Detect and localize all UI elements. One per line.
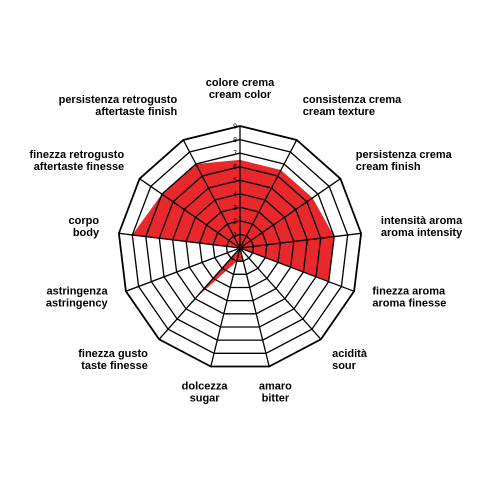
tick-label: 3 [233,205,237,212]
tick-labels: 1 2 3 4 5 6 7 8 9 [233,124,237,239]
spoke [239,139,298,249]
grid-ring [198,206,282,289]
spoke [118,232,241,249]
axis-label-it: intensità aroma [381,215,463,227]
axis-label-en: taste finesse [81,360,148,372]
axis-label-it: corpo [69,215,100,227]
axis-label: corpo body [69,215,100,239]
spoke [182,139,241,249]
axis-label-en: aftertaste finesse [34,161,125,173]
spoke [239,232,362,249]
spokes [118,126,362,367]
axis-label: colore crema cream color [206,77,275,101]
axis-label-en: sugar [190,393,221,405]
spoke [239,247,322,340]
axis-label-it: colore crema [206,77,275,89]
axis-label-en: aftertaste finish [95,106,177,118]
axis-label-en: bitter [262,393,290,405]
tick-label: 8 [233,137,237,144]
axis-labels: colore crema cream color consistenza crema… [29,77,463,405]
spoke [125,247,241,292]
axis-label-en: aroma intensity [381,227,463,239]
axis-label: consistenza crema cream texture [303,94,402,118]
tick-label: 6 [233,164,237,171]
axis-label: finezza gusto taste finesse [78,348,148,372]
axis-label: amaro bitter [259,381,292,405]
spoke [239,178,341,249]
axis-label-en: astringency [46,298,109,310]
tick-label: 1 [233,232,237,239]
tick-label: 7 [233,151,237,158]
spoke [210,247,241,367]
spoke [158,247,241,340]
axis-label-en: aroma finesse [372,298,446,310]
spoke [139,178,241,249]
rings [117,125,363,368]
axis-label-it: acidità [332,348,368,360]
grid-ring [212,220,268,275]
axis-label: astringenza astringency [46,286,109,310]
spoke [239,247,355,292]
grid-ring [172,179,308,315]
axis-label-it: persistenza retrogusto [59,94,178,106]
tick-label: 2 [233,218,237,225]
axis-label-it: finezza retrogusto [29,149,124,161]
axis-label-it: finezza gusto [78,348,148,360]
axis-label-en: cream finish [356,161,421,173]
axis-label-it: finezza aroma [372,286,446,298]
axis-label-it: dolcezza [182,381,229,393]
axis-label-en: cream color [209,89,272,101]
axis-label-en: sour [332,360,357,372]
axis-label: intensità aroma aroma intensity [381,215,463,239]
spoke [239,247,270,367]
grid-ring [185,193,295,302]
axis-label: acidità sour [332,348,368,372]
grid-ring [225,233,255,262]
axis-label-it: persistenza crema [356,149,453,161]
grid-ring [131,138,349,354]
axis-label: dolcezza sugar [182,381,229,405]
grid-ring [158,166,322,328]
grid-ring [117,125,363,368]
tick-label: 5 [233,178,237,185]
axis-label-en: body [73,227,100,239]
axis-label: finezza aroma aroma finesse [372,286,446,310]
grid-ring [145,152,335,341]
axis-label-it: amaro [259,381,292,393]
tick-label: 4 [233,191,237,198]
tick-label: 9 [233,124,237,131]
axis-label-it: astringenza [46,286,108,298]
axis-label: persistenza retrogusto aftertaste finish [59,94,178,118]
axis-label: persistenza crema cream finish [356,149,453,173]
axis-label-en: cream texture [303,106,375,118]
axis-label-it: consistenza crema [303,94,402,106]
axis-label: finezza retrogusto aftertaste finesse [29,149,124,173]
